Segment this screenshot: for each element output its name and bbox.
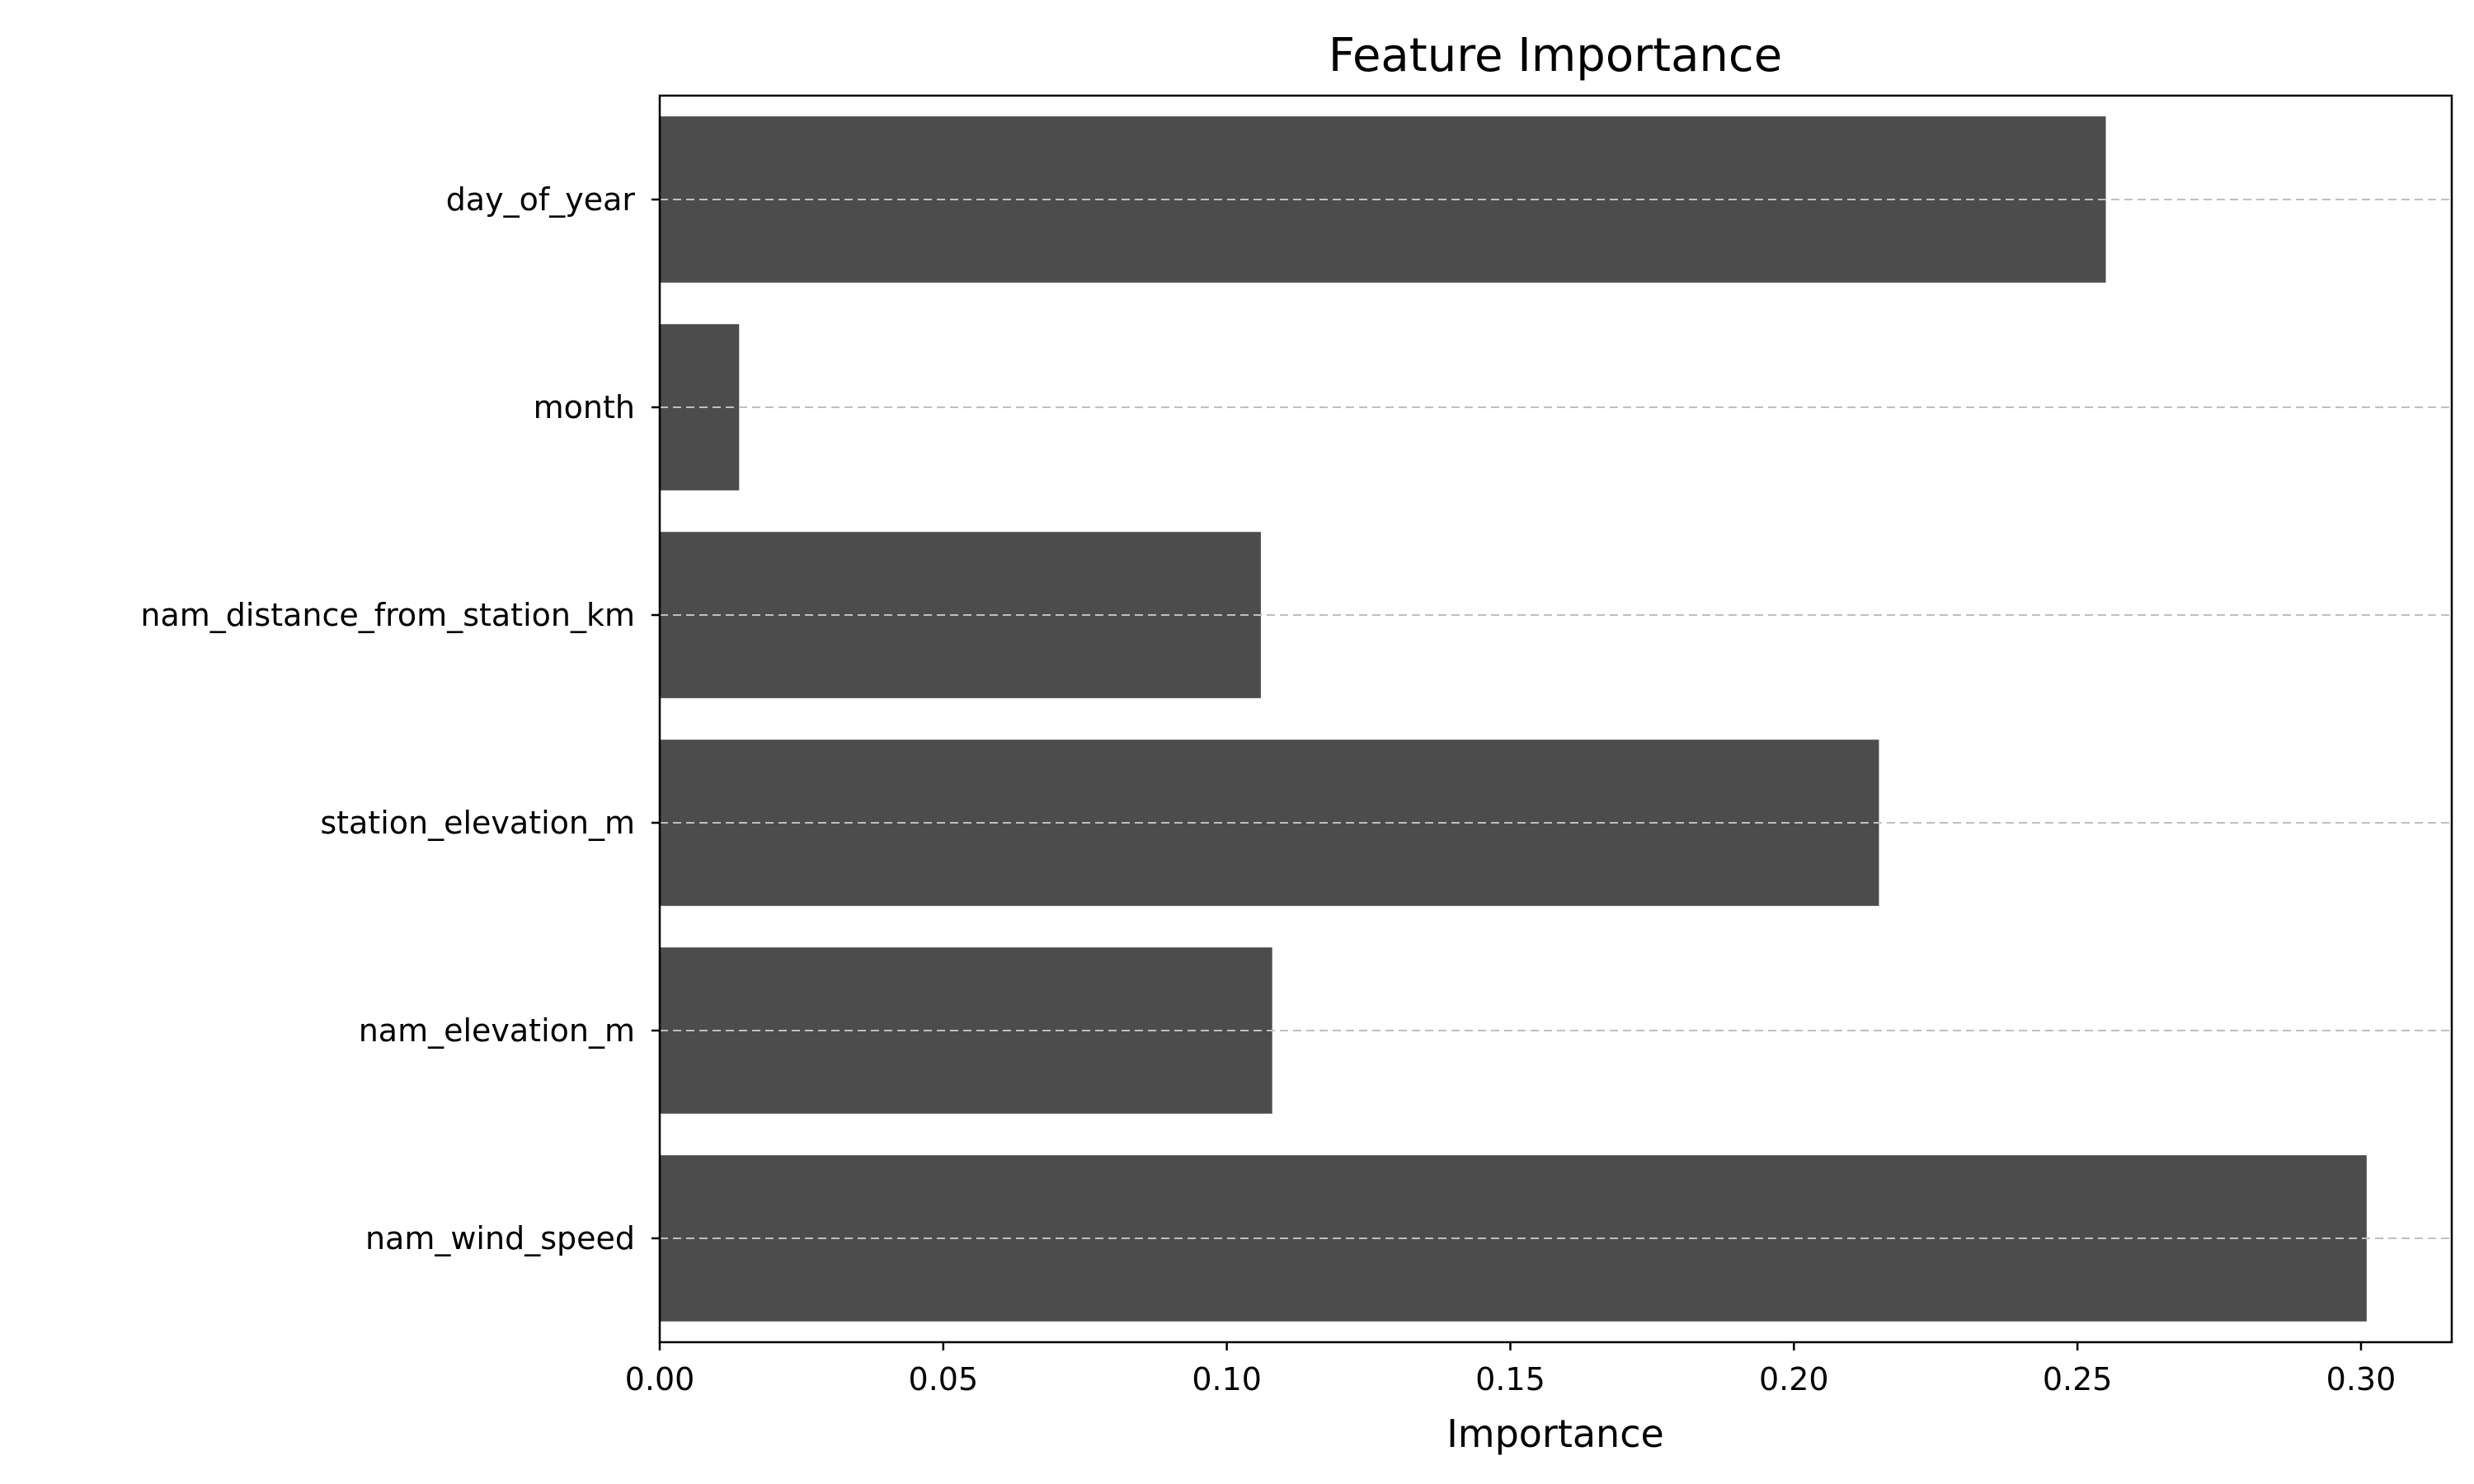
x-axis-ticks: 0.00 0.05 0.10 0.15 0.20 0.25 0.30 [625,1342,2396,1397]
x-axis-label: Importance [1446,1411,1664,1456]
x-tick-label: 0.25 [2043,1361,2113,1397]
bars [660,116,2367,1322]
chart-title: Feature Importance [1329,29,1782,82]
y-tick-label: nam_elevation_m [359,1012,635,1049]
y-tick-label: nam_wind_speed [365,1220,635,1256]
gridlines-overlay [660,199,2452,1239]
x-tick-label: 0.30 [2326,1361,2396,1397]
x-tick-label: 0.20 [1759,1361,1829,1397]
x-tick-label: 0.15 [1475,1361,1545,1397]
y-tick-label: day_of_year [446,181,636,218]
x-tick-label: 0.10 [1192,1361,1262,1397]
y-tick-label: station_elevation_m [320,805,635,841]
bar-nam-distance-from-station-km [660,532,1261,698]
plot-frame [658,94,2453,1344]
y-tick-label: month [534,389,635,425]
x-tick-label: 0.05 [909,1361,979,1397]
y-tick-label: nam_distance_from_station_km [140,597,635,633]
x-tick-label: 0.00 [625,1361,695,1397]
